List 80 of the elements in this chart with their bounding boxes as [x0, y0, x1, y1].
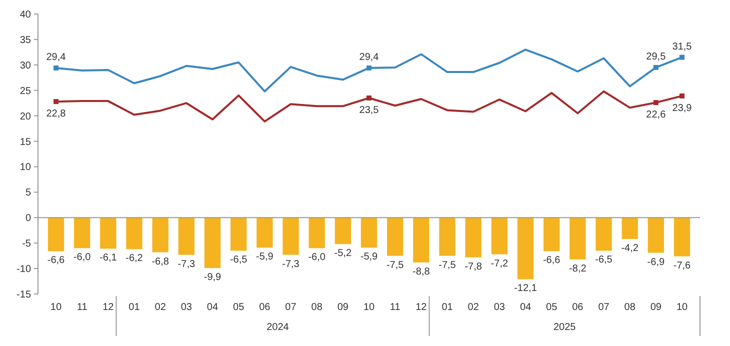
point [54, 99, 58, 104]
text: 2024 [266, 322, 290, 333]
x-tick-label: 03 [494, 302, 506, 313]
y-tick-label: -10 [16, 264, 32, 276]
x-tick-label: 01 [128, 302, 140, 313]
point [653, 64, 658, 70]
x-tick-label: 10 [676, 302, 688, 313]
data-label: -9,9 [204, 272, 222, 284]
data-label: 29,4 [46, 52, 66, 63]
data-label: 31,5 [672, 41, 692, 52]
data-label: 23,5 [359, 105, 380, 116]
point [54, 65, 58, 70]
point [680, 54, 684, 60]
x-tick-label: 06 [572, 302, 584, 313]
data-label: -6,0 [308, 252, 326, 264]
data-label: -6,2 [126, 253, 144, 264]
data-label: -6,6 [47, 255, 66, 266]
x-tick-label: 05 [233, 302, 245, 313]
x-tick-label: 04 [206, 302, 218, 313]
data-label: 29,5 [646, 51, 666, 62]
y-tick-label: 0 [25, 213, 32, 224]
x-tick-label: 09 [650, 302, 662, 313]
x-tick-label: 10 [363, 302, 375, 313]
data-label: -7,5 [386, 260, 404, 271]
y-tick-label: -5 [22, 238, 32, 250]
y-tick-label: 25 [20, 86, 32, 97]
data-label: -6,1 [100, 252, 118, 264]
data-label: -6,5 [230, 254, 248, 266]
point [366, 65, 372, 70]
y-tick-label: 10 [20, 162, 32, 174]
x-tick-label: 07 [285, 302, 297, 313]
y-tick-label: 40 [20, 10, 32, 20]
x-tick-label: 03 [180, 302, 192, 313]
data-label: -7,6 [673, 260, 692, 272]
x-tick-label: 09 [337, 302, 349, 313]
x-tick-label: 04 [520, 302, 532, 313]
x-tick-label: 01 [442, 302, 454, 313]
data-label: -6,6 [542, 255, 561, 266]
data-label: 22,8 [46, 108, 66, 120]
x-tick-label: 11 [76, 302, 88, 313]
point [653, 100, 658, 106]
data-label: -7,8 [464, 261, 482, 272]
data-label: -7,3 [282, 258, 300, 270]
y-tick-label: 5 [25, 188, 32, 199]
data-label: -4,2 [621, 243, 639, 254]
data-label: -6,9 [647, 256, 665, 268]
text: 2025 [554, 322, 576, 333]
x-tick-label: 12 [102, 302, 114, 313]
y-tick-label: 15 [20, 136, 32, 148]
y-tick-label: -15 [16, 290, 32, 300]
data-label: -6,8 [152, 256, 170, 268]
data-label: -6,5 [595, 254, 613, 266]
data-label: 29,4 [359, 52, 380, 63]
x-tick-label: 11 [390, 302, 401, 313]
x-tick-label: 06 [259, 302, 271, 313]
y-tick-label: 20 [20, 111, 32, 122]
data-label: 23,9 [672, 102, 692, 114]
data-label: -7,5 [438, 260, 456, 271]
data-label: -5,9 [360, 252, 378, 263]
y-tick-label: 30 [20, 60, 32, 72]
data-label: -5,9 [256, 252, 274, 263]
data-label: -7,3 [178, 258, 196, 270]
x-tick-label: 02 [154, 302, 166, 313]
x-tick-label: 07 [598, 302, 610, 313]
point [680, 93, 684, 98]
x-tick-label: 02 [468, 302, 480, 313]
data-label: -12,1 [514, 283, 538, 294]
x-tick-label: 08 [624, 302, 636, 313]
x-tick-label: 08 [311, 302, 323, 313]
data-label: -7,2 [490, 258, 508, 270]
x-tick-label: 12 [416, 302, 428, 313]
data-label: -8,8 [412, 266, 430, 278]
x-tick-label: 10 [50, 302, 62, 313]
data-label: 22,6 [646, 110, 666, 121]
y-tick-label: 35 [20, 34, 32, 46]
data-label: -8,2 [569, 263, 587, 274]
data-label: -6,0 [73, 252, 92, 264]
x-tick-label: 05 [546, 302, 558, 313]
point [366, 96, 372, 100]
data-label: -5,2 [334, 248, 352, 260]
